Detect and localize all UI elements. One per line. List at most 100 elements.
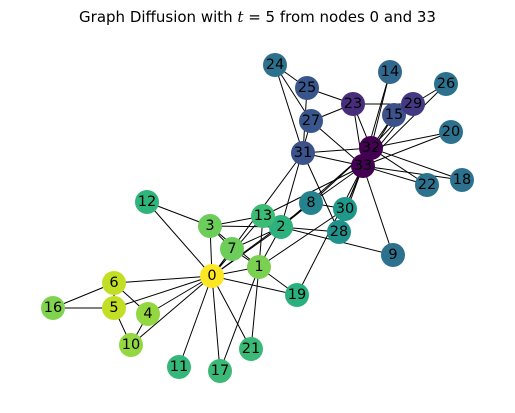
node-circle-33 [351, 154, 375, 178]
node-label-26: 26 [437, 76, 455, 92]
node-circle-24 [263, 53, 287, 77]
edge-24-31 [274, 64, 304, 154]
node-label-23: 23 [344, 96, 362, 112]
node-22: 22 [415, 173, 439, 197]
node-circle-27 [299, 109, 323, 133]
node-32: 32 [359, 136, 383, 160]
node-label-28: 28 [330, 224, 348, 240]
edge-1-30 [258, 208, 346, 268]
node-circle-10 [119, 333, 143, 357]
node-30: 30 [333, 197, 357, 221]
node-circle-11 [167, 355, 191, 379]
node-24: 24 [263, 53, 287, 77]
node-circle-19 [285, 283, 309, 307]
node-label-10: 10 [122, 337, 140, 353]
edge-1-17 [219, 266, 260, 372]
node-label-1: 1 [254, 259, 263, 275]
node-31: 31 [291, 141, 315, 165]
title-equals: = 5 from nodes 0 and 33 [243, 8, 436, 26]
node-label-32: 32 [362, 140, 380, 156]
node-15: 15 [382, 103, 406, 127]
node-circle-13 [251, 204, 275, 228]
node-26: 26 [434, 72, 458, 96]
node-circle-16 [41, 296, 65, 320]
node-label-29: 29 [404, 96, 422, 112]
edge-0-17 [211, 275, 221, 372]
node-label-4: 4 [143, 306, 152, 322]
node-circle-32 [359, 136, 383, 160]
edge-13-33 [262, 165, 364, 217]
edge-0-19 [211, 275, 298, 296]
node-label-12: 12 [138, 194, 156, 210]
node-label-8: 8 [306, 195, 315, 211]
node-label-14: 14 [381, 64, 399, 80]
node-label-20: 20 [442, 124, 460, 140]
node-label-19: 19 [288, 287, 306, 303]
node-circle-15 [382, 103, 406, 127]
node-label-5: 5 [109, 300, 118, 316]
edge-0-11 [178, 275, 213, 368]
node-circle-21 [239, 337, 263, 361]
node-label-11: 11 [170, 359, 188, 375]
node-10: 10 [119, 333, 143, 357]
node-circle-31 [291, 141, 315, 165]
node-circle-20 [439, 120, 463, 144]
node-circle-12 [135, 190, 159, 214]
edge-2-27 [280, 120, 312, 228]
node-2: 2 [269, 215, 293, 239]
edge-18-32 [370, 147, 463, 181]
node-label-6: 6 [109, 275, 118, 291]
node-label-17: 17 [211, 363, 229, 379]
node-label-7: 7 [227, 241, 236, 257]
node-1: 1 [247, 255, 271, 279]
node-circle-26 [434, 72, 458, 96]
edge-9-33 [362, 165, 394, 256]
edge-18-33 [362, 165, 463, 181]
node-label-16: 16 [44, 300, 62, 316]
node-circle-28 [327, 220, 351, 244]
node-circle-7 [220, 237, 244, 261]
node-circle-30 [333, 197, 357, 221]
node-28: 28 [327, 220, 351, 244]
node-circle-3 [198, 214, 222, 238]
node-6: 6 [102, 271, 126, 295]
edge-0-10 [130, 275, 213, 346]
node-8: 8 [299, 191, 323, 215]
edge-0-6 [113, 275, 213, 284]
node-label-31: 31 [294, 145, 312, 161]
edge-0-5 [113, 275, 213, 309]
node-label-24: 24 [266, 57, 284, 73]
node-14: 14 [378, 60, 402, 84]
node-27: 27 [299, 109, 323, 133]
node-21: 21 [239, 337, 263, 361]
node-13: 13 [251, 204, 275, 228]
node-7: 7 [220, 237, 244, 261]
node-4: 4 [136, 302, 160, 326]
node-18: 18 [450, 168, 474, 192]
node-label-30: 30 [336, 201, 354, 217]
node-label-25: 25 [298, 80, 316, 96]
node-label-22: 22 [418, 177, 436, 193]
edge-0-4 [147, 275, 213, 315]
node-circle-29 [401, 92, 425, 116]
node-20: 20 [439, 120, 463, 144]
node-circle-25 [295, 76, 319, 100]
node-11: 11 [167, 355, 191, 379]
node-circle-18 [450, 168, 474, 192]
node-3: 3 [198, 214, 222, 238]
node-label-2: 2 [276, 219, 285, 235]
node-circle-1 [247, 255, 271, 279]
node-layer: 0123456789101112131415161718192021222324… [41, 53, 474, 383]
node-17: 17 [208, 359, 232, 383]
node-9: 9 [381, 243, 405, 267]
title-prefix: Graph Diffusion with [79, 8, 238, 26]
node-19: 19 [285, 283, 309, 307]
node-circle-14 [378, 60, 402, 84]
figure-title: Graph Diffusion with t = 5 from nodes 0 … [0, 8, 515, 26]
edge-1-21 [250, 266, 260, 350]
node-label-18: 18 [453, 172, 471, 188]
node-circle-23 [341, 92, 365, 116]
node-circle-2 [269, 215, 293, 239]
edge-28-31 [302, 152, 340, 233]
